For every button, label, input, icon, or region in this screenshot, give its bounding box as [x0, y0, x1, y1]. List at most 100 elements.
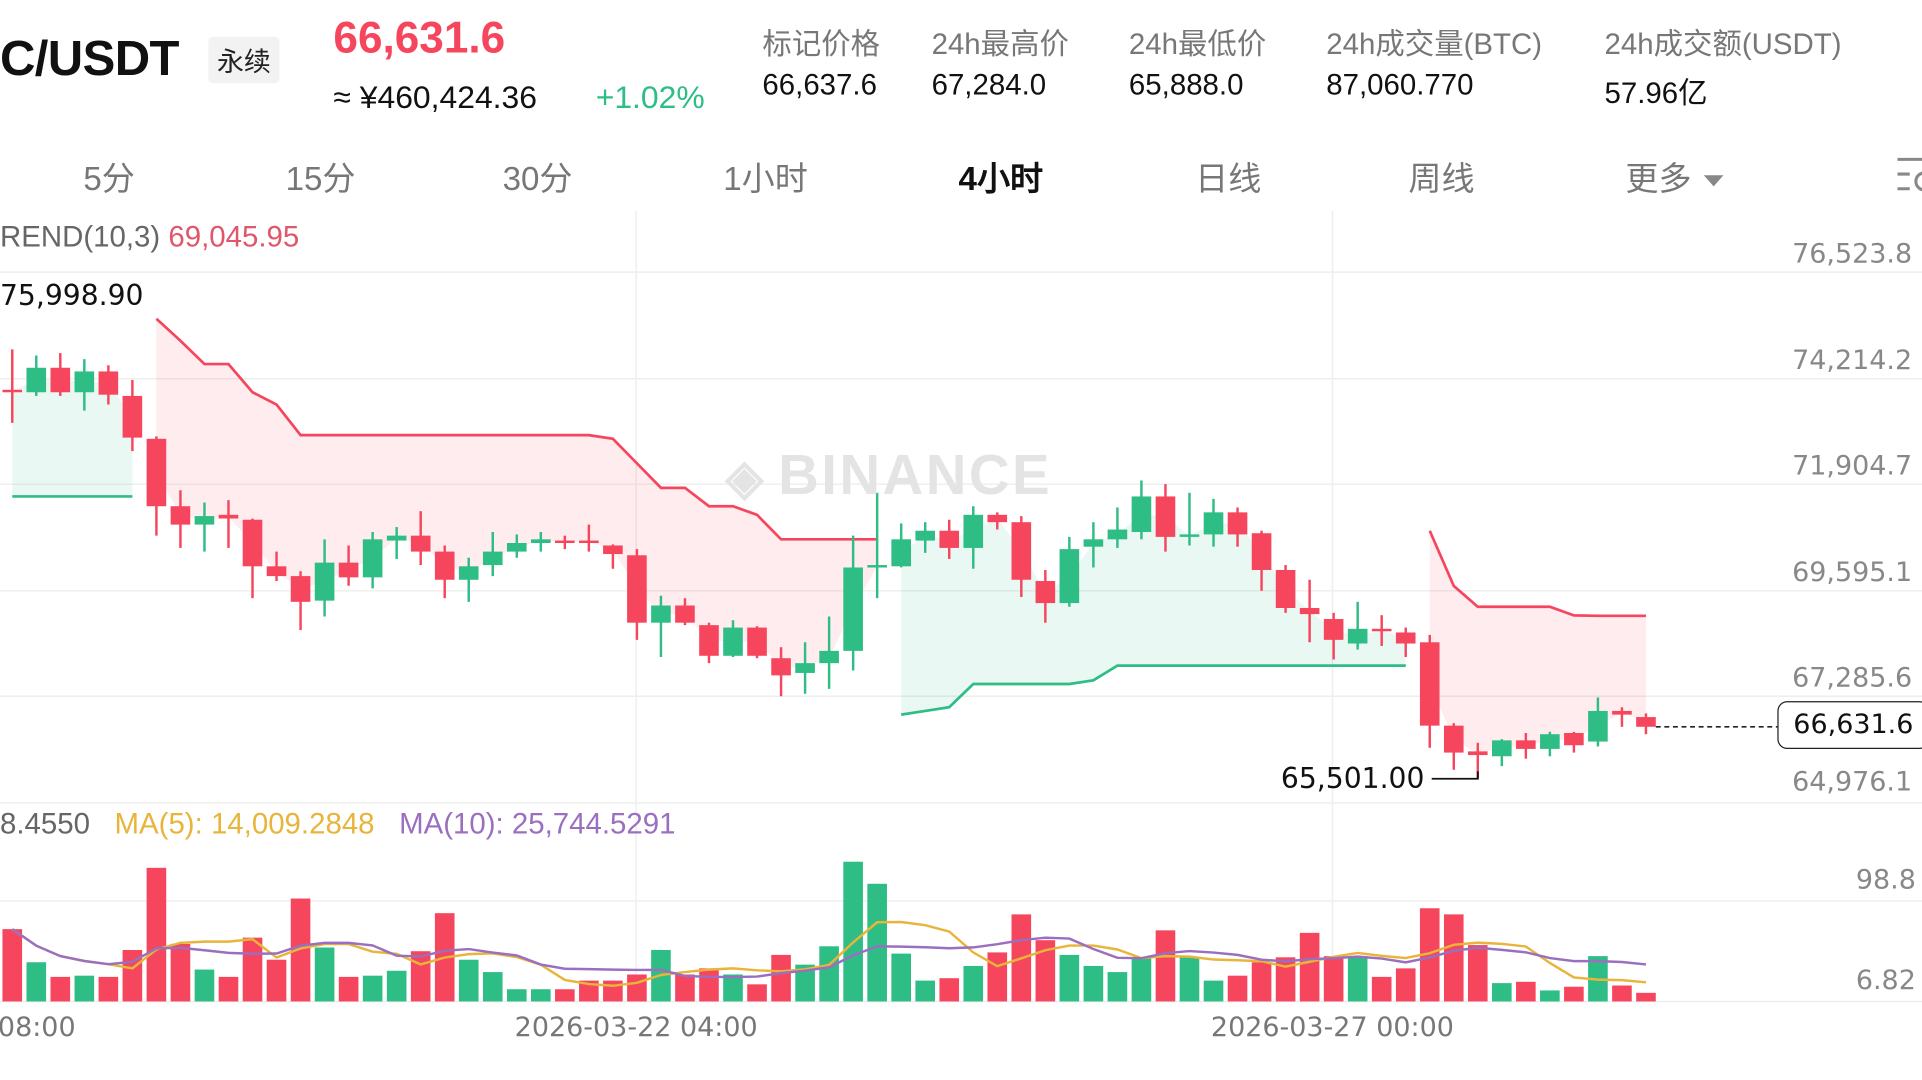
candle-body [506, 543, 527, 552]
tab-1d[interactable]: 日线 [1195, 160, 1262, 198]
volume-bar [891, 953, 911, 1002]
tab-30m[interactable]: 30分 [502, 160, 573, 198]
settings-glyph [1897, 157, 1922, 192]
volume-bar [627, 974, 647, 1002]
high-24h-value: 67,284.0 [931, 68, 1047, 102]
supertrend-fill-down [156, 318, 878, 669]
candle-body [1395, 632, 1416, 644]
x-tick: 08:00 [0, 1012, 76, 1044]
candle-body [410, 535, 431, 552]
candle-body [819, 650, 839, 664]
volume-bar [867, 883, 887, 1002]
volume-ma5: MA(5): 14,009.2848 [114, 807, 375, 841]
price-tick: 69,595.1 [1792, 557, 1913, 589]
volume-bar [242, 937, 263, 1002]
volume-ma5-line [11, 920, 1647, 988]
candle-body [1251, 533, 1272, 570]
volume-bar [1107, 972, 1128, 1002]
volume-bar [506, 989, 527, 1002]
candle-body [1371, 628, 1392, 632]
contract-type-badge: 永续 [208, 36, 280, 84]
candle-body [170, 506, 191, 525]
volume-bar [1564, 986, 1584, 1002]
volume-btc-value: 87,060.770 [1326, 68, 1474, 102]
candle-body [1011, 522, 1032, 580]
volume-bar [843, 861, 863, 1002]
tab-1w[interactable]: 周线 [1408, 160, 1475, 198]
supertrend-line-up [900, 664, 1406, 716]
binance-logo-icon: ◈ [725, 451, 766, 506]
candle-body [1155, 496, 1176, 537]
candle-body [603, 545, 623, 555]
tab-more[interactable]: 更多 [1625, 152, 1724, 200]
candle-body [555, 540, 575, 544]
volume-bar [338, 976, 359, 1002]
volume-bar [314, 947, 335, 1002]
high-24h-label: 24h最高价 [931, 28, 1069, 62]
tab-5m[interactable]: 5分 [83, 160, 135, 198]
price-tick: 64,976.1 [1792, 767, 1913, 798]
candle-body [26, 367, 47, 393]
candle-body [482, 551, 503, 566]
candle-body [1347, 628, 1368, 644]
volume-bar [1395, 968, 1416, 1002]
volume-bar [1179, 957, 1200, 1002]
supertrend-fill-down [1429, 530, 1646, 754]
candle-body [531, 539, 551, 544]
volume-bar [458, 959, 479, 1002]
volume-bar [795, 964, 815, 1002]
volume-bar [771, 954, 791, 1002]
candle-body [1299, 607, 1320, 615]
volume-bar [1059, 954, 1080, 1002]
low-marker-line [1431, 771, 1479, 780]
candle-body [98, 371, 119, 395]
candle-body [867, 565, 887, 568]
volume-bar [699, 968, 719, 1002]
tab-15m[interactable]: 15分 [285, 160, 356, 198]
tab-more-label: 更多 [1625, 160, 1692, 198]
change-percent: +1.02% [595, 78, 705, 116]
volume-bar [1275, 957, 1296, 1002]
indicator-settings-icon[interactable] [1895, 154, 1922, 199]
symbol-title[interactable]: C/USDT [0, 31, 179, 86]
volume-bar [386, 970, 407, 1002]
candle-body [939, 530, 960, 548]
candle-body [362, 539, 383, 578]
volume-tick: 98.8 [1855, 865, 1916, 897]
candle-body [1323, 619, 1344, 640]
candle-body [338, 562, 359, 578]
candle-body [218, 514, 239, 519]
volume-bar [1612, 985, 1632, 1002]
price-tick: 67,285.6 [1792, 663, 1913, 694]
candle-body [1516, 740, 1536, 749]
volume-bar [1203, 980, 1224, 1002]
candle-body [723, 627, 743, 656]
candle-body [1035, 581, 1056, 604]
high-marker-label: 75,998.90 [0, 280, 144, 313]
x-tick: 2026-03-22 04:00 [514, 1012, 758, 1044]
volume-bar [819, 946, 839, 1002]
volume-bar [555, 989, 575, 1002]
cny-price: ≈ ¥460,424.36 [333, 78, 538, 116]
candle-body [458, 566, 479, 580]
chevron-down-icon [1703, 175, 1724, 187]
tab-4h[interactable]: 4小时 [958, 160, 1044, 198]
volume-bar [1251, 962, 1272, 1002]
candle-body [1467, 751, 1488, 756]
volume-bar [194, 969, 215, 1002]
volume-bar [915, 980, 936, 1002]
volume-bar [26, 962, 47, 1002]
candle-body [1492, 740, 1512, 757]
candle-body [987, 514, 1008, 523]
candle-body [74, 371, 95, 393]
last-price: 66,631.6 [333, 12, 506, 63]
tab-1h[interactable]: 1小时 [723, 160, 808, 198]
volume-bar [482, 972, 503, 1002]
candle-body [314, 562, 335, 601]
volume-bar [74, 975, 95, 1002]
candle-body [963, 514, 984, 548]
candle-body [266, 566, 287, 577]
current-price-tag[interactable]: 66,631.6 [1777, 701, 1922, 749]
low-marker-label: 65,501.00 [1280, 763, 1425, 796]
